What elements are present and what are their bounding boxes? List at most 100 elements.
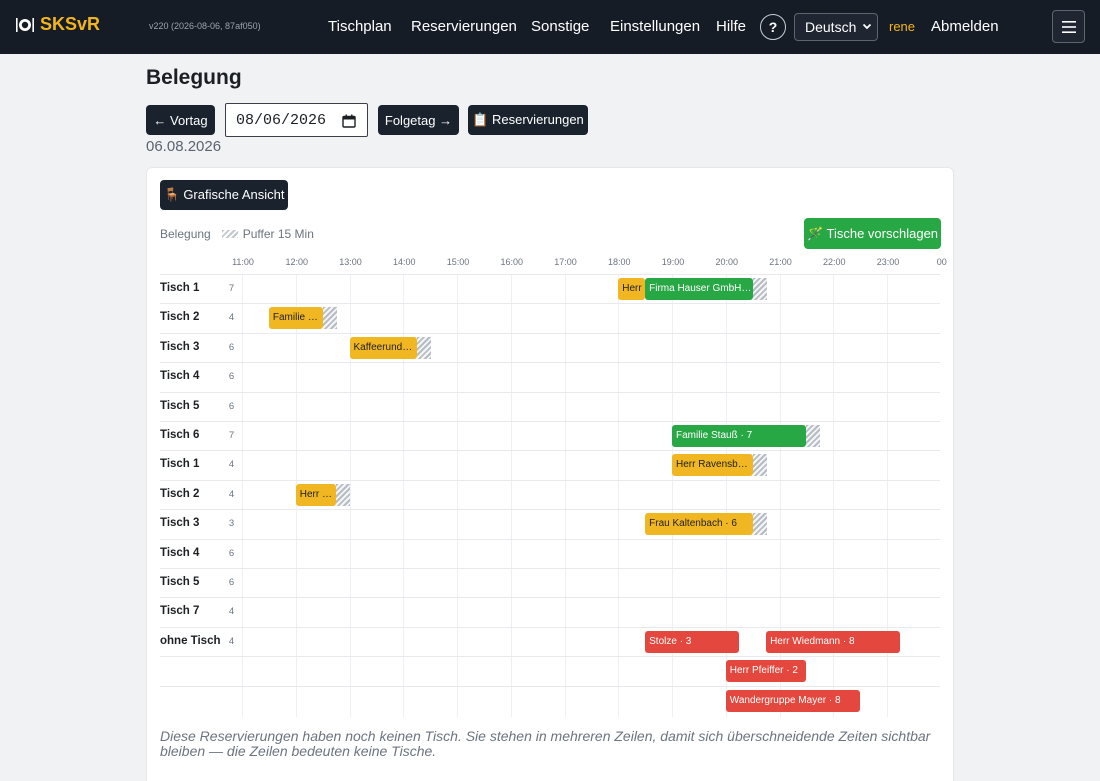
next-day-button[interactable]: Folgetag → xyxy=(378,105,459,135)
table-capacity: 4 xyxy=(228,488,235,500)
table-capacity: 6 xyxy=(228,341,235,353)
nav-tischplan[interactable]: Tischplan xyxy=(328,18,392,35)
table-row-label: Tisch 1 xyxy=(160,282,200,294)
hour-gridline xyxy=(403,275,405,717)
buffer-block xyxy=(416,336,431,359)
reservations-button[interactable]: 📋 Reservierungen xyxy=(468,105,588,135)
nav-hilfe[interactable]: Hilfe xyxy=(716,18,747,35)
menu-button[interactable] xyxy=(1052,10,1085,43)
row-divider xyxy=(160,656,940,658)
hour-label: 16:00 xyxy=(500,257,524,267)
hour-label: 21:00 xyxy=(769,257,792,267)
language-select[interactable]: Deutsch xyxy=(794,13,878,41)
row-divider xyxy=(160,421,940,422)
occupancy-card xyxy=(146,167,954,781)
hour-label: 20:00 xyxy=(715,257,739,267)
logout-link[interactable]: Abmelden xyxy=(931,18,999,35)
table-capacity: 4 xyxy=(228,635,235,647)
brand-logo[interactable]: SKSvR xyxy=(15,14,100,35)
table-capacity: 4 xyxy=(228,459,235,471)
hour-gridline xyxy=(564,275,566,717)
hour-label: 18:00 xyxy=(607,257,631,267)
hour-label: 14:00 xyxy=(392,257,416,267)
hour-gridline xyxy=(242,275,243,717)
buffer-block xyxy=(752,513,767,536)
buffer-block xyxy=(752,454,767,477)
table-capacity: 3 xyxy=(228,518,235,530)
table-capacity: 6 xyxy=(228,371,235,383)
date-input-value: 08/06/2026 xyxy=(236,111,327,129)
row-divider xyxy=(160,332,940,334)
help-button[interactable]: ? xyxy=(760,14,786,40)
hour-gridline xyxy=(725,275,727,717)
table-row-label: Tisch 2 xyxy=(160,311,200,324)
prev-day-button[interactable]: ← Vortag xyxy=(146,105,215,135)
buffer-block xyxy=(336,483,351,506)
table-capacity: 6 xyxy=(228,547,235,559)
current-user[interactable]: rene xyxy=(889,19,916,34)
hour-gridline xyxy=(887,275,888,717)
reservation-bar[interactable]: Stolze · 3 xyxy=(645,630,740,653)
reservation-bar[interactable]: Herr Ravensb… xyxy=(672,454,753,477)
table-capacity: 4 xyxy=(228,606,235,618)
hour-label: 23:00 xyxy=(876,257,900,267)
table-row-label: Tisch 1 xyxy=(160,458,200,471)
table-row-label: Tisch 6 xyxy=(160,429,200,441)
row-divider xyxy=(160,479,940,481)
reservation-bar[interactable]: Wandergruppe Mayer · 8 xyxy=(725,689,861,712)
row-divider xyxy=(160,538,940,540)
legend-occupancy: Belegung xyxy=(160,227,211,241)
table-row-label: Tisch 2 xyxy=(160,487,200,500)
table-row-label: Tisch 5 xyxy=(160,399,200,412)
reservation-bar[interactable]: Herr Pfeiffer · 2 xyxy=(725,660,807,683)
calendar-icon[interactable] xyxy=(342,114,356,128)
reservation-bar[interactable]: Familie … xyxy=(268,307,323,330)
row-divider xyxy=(160,274,940,275)
nav-reservierungen[interactable]: Reservierungen xyxy=(411,18,517,35)
table-row-label: Tisch 5 xyxy=(160,576,200,588)
reservation-bar[interactable]: Herr Wiedmann · 8 xyxy=(766,630,901,653)
hour-gridline xyxy=(672,275,673,717)
hour-label: 13:00 xyxy=(339,257,362,267)
reservation-bar[interactable]: Kaffeerund… xyxy=(349,336,417,359)
suggest-tables-button[interactable]: 🪄 Tische vorschlagen xyxy=(804,218,941,249)
table-capacity: 4 xyxy=(228,312,235,324)
unassigned-note: Diese Reservierungen haben noch keinen T… xyxy=(160,728,931,759)
menu-icon xyxy=(1061,20,1076,33)
date-input[interactable]: 08/06/2026 xyxy=(225,103,368,137)
hour-gridline xyxy=(779,275,781,717)
row-divider xyxy=(160,391,940,393)
reservation-bar[interactable]: Frau Kaltenbach · 6 xyxy=(645,513,753,536)
hour-gridline xyxy=(510,275,512,717)
top-navbar: SKSvR v220 (2026-08-06, 87af050) Tischpl… xyxy=(0,0,1100,54)
page-title: Belegung xyxy=(146,66,242,89)
selected-date-label: 06.08.2026 xyxy=(146,138,222,155)
hour-label: 00 xyxy=(936,257,947,267)
hour-gridline xyxy=(457,275,458,717)
table-row-label: Tisch 3 xyxy=(160,517,200,530)
reservation-bar[interactable]: Herr … xyxy=(295,483,337,506)
table-row-label: Tisch 7 xyxy=(160,605,200,618)
row-divider xyxy=(160,303,940,305)
hour-label: 19:00 xyxy=(661,257,685,267)
reservation-bar[interactable]: Firma Hauser GmbH… xyxy=(645,278,753,300)
hour-label: 11:00 xyxy=(232,257,254,267)
buffer-swatch xyxy=(221,230,238,238)
row-divider xyxy=(160,597,940,599)
graphic-view-button[interactable]: 🪑 Grafische Ansicht xyxy=(160,180,288,210)
table-row-label: Tisch 4 xyxy=(160,370,200,383)
nav-sonstige[interactable]: Sonstige xyxy=(531,18,590,35)
table-row-label: ohne Tisch xyxy=(160,634,221,647)
buffer-block xyxy=(806,425,821,447)
help-icon: ? xyxy=(768,19,778,35)
plate-icon xyxy=(16,17,34,32)
reservation-bar[interactable]: Familie Stauß · 7 xyxy=(672,425,807,447)
table-row-label: Tisch 3 xyxy=(160,340,200,353)
table-capacity: 6 xyxy=(228,400,235,412)
row-divider xyxy=(160,450,940,452)
table-capacity: 7 xyxy=(228,430,235,441)
version-label: v220 (2026-08-06, 87af050) xyxy=(149,21,261,31)
reservation-bar[interactable]: Herr xyxy=(618,278,646,300)
nav-einstellungen[interactable]: Einstellungen xyxy=(610,18,701,35)
